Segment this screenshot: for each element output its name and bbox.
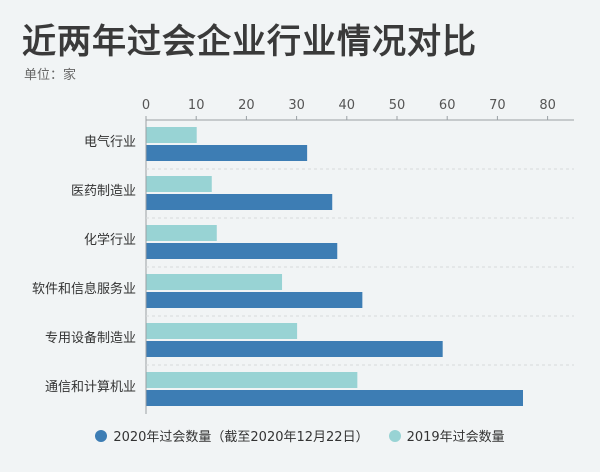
legend-label-2019: 2019年过会数量 xyxy=(406,430,505,445)
x-tick-label: 80 xyxy=(539,98,556,113)
category-label: 电气行业 xyxy=(84,134,136,150)
x-tick-label: 40 xyxy=(339,98,356,113)
category-label: 专用设备制造业 xyxy=(45,330,136,346)
legend-swatch-2019 xyxy=(388,429,401,442)
x-tick-label: 70 xyxy=(489,98,506,113)
bar-2020 xyxy=(146,243,338,259)
legend-label-2020: 2020年过会数量（截至2020年12月22日） xyxy=(113,430,369,445)
bar-2019 xyxy=(146,127,197,143)
bar-2019 xyxy=(146,274,283,290)
category-label: 化学行业 xyxy=(84,232,136,248)
legend-swatch-2020 xyxy=(95,429,108,442)
category-label: 通信和计算机业 xyxy=(45,380,136,395)
bar-2020 xyxy=(146,390,523,406)
x-tick-label: 20 xyxy=(238,98,255,113)
x-tick-label: 0 xyxy=(142,98,150,113)
bar-2020 xyxy=(146,292,363,308)
legend-item-2019: 2019年过会数量 xyxy=(388,426,505,445)
x-tick-label: 10 xyxy=(188,98,205,113)
x-tick-label: 50 xyxy=(389,98,406,113)
bar-2019 xyxy=(146,372,358,388)
category-label: 医药制造业 xyxy=(71,184,136,199)
bar-2020 xyxy=(146,194,333,210)
bar-2020 xyxy=(146,341,443,357)
bar-2019 xyxy=(146,176,212,192)
chart-title: 近两年过会企业行业情况对比 xyxy=(22,22,477,62)
x-tick-label: 60 xyxy=(439,98,456,113)
legend: 2020年过会数量（截至2020年12月22日） 2019年过会数量 xyxy=(0,426,600,445)
bar-2019 xyxy=(146,225,217,241)
category-label: 软件和信息服务业 xyxy=(32,281,136,297)
unit-label: 单位：家 xyxy=(24,68,77,83)
bar-2020 xyxy=(146,145,308,161)
bar-chart: 0 10 20 30 40 50 60 70 80 电气行业医药制造业化学行业软件和信息服务业专用… xyxy=(32,98,574,414)
legend-item-2020: 2020年过会数量（截至2020年12月22日） xyxy=(95,426,369,445)
bar-2019 xyxy=(146,323,298,339)
x-tick-label: 30 xyxy=(288,98,305,113)
